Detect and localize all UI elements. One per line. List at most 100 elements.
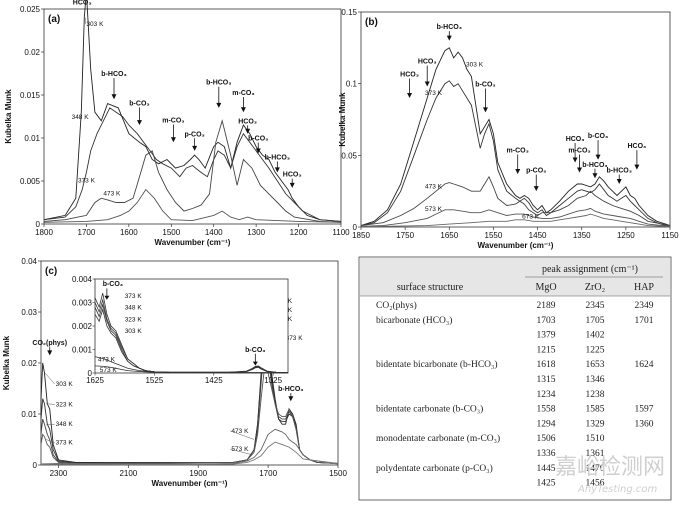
temperature-label: 373 K <box>286 335 304 342</box>
annotation-arrow-head <box>577 167 583 173</box>
table-cell: 1705 <box>586 316 605 326</box>
x-axis-label: Wavenumber (cm⁻¹) <box>155 238 231 247</box>
table-column-header: HAP <box>634 282 654 293</box>
temperature-label: 573 K <box>425 206 443 213</box>
annotation-arrow-head <box>446 35 452 41</box>
temperature-leader <box>230 430 255 440</box>
table-cell: 2345 <box>586 301 605 311</box>
y-tick-label: 0 <box>353 223 358 232</box>
x-tick-label: 1650 <box>440 231 458 240</box>
table-cell: 1558 <box>537 405 556 415</box>
table-frame <box>358 256 672 501</box>
inset-series-573k <box>94 365 288 374</box>
table-cell: 1618 <box>537 360 556 370</box>
watermark-subtext: AnyTesting.com <box>577 484 658 495</box>
annotation-arrow-head <box>136 120 142 126</box>
table-cell: 1336 <box>537 449 556 459</box>
peak-annotation: HCO₃ <box>238 118 257 125</box>
temperature-label: 573 K <box>231 446 249 453</box>
y-tick-label: 0.005 <box>20 177 41 186</box>
series-line-673k <box>360 213 671 228</box>
table-cell: 1506 <box>537 434 556 444</box>
peak-annotation: m-CO₃ <box>162 118 184 125</box>
series-line-473k <box>360 175 671 227</box>
temperature-label: 373 K <box>425 90 443 97</box>
table-cell: 1329 <box>586 419 605 429</box>
annotation-arrow-head <box>533 186 539 192</box>
inset-y-tick-label: 0.001 <box>72 346 93 355</box>
inset-temperature-label: 323 K <box>125 316 143 323</box>
inset-temperature-label: 303 K <box>125 328 143 335</box>
annotation-arrow-head <box>111 94 117 100</box>
series-line-303k <box>360 47 671 227</box>
peak-annotation: b-HCO₃ <box>437 24 462 31</box>
x-tick-label: 1150 <box>661 231 679 240</box>
table-column-header: MgO <box>535 282 556 293</box>
temperature-label: 473 K <box>231 428 249 435</box>
temperature-leader <box>46 439 55 443</box>
table-row-label: bidentate carbonate (b-CO₃) <box>376 404 483 415</box>
x-axis-label: Wavenumber (cm⁻¹) <box>478 241 554 250</box>
x-tick-label: 1300 <box>247 228 265 237</box>
table-cell: 1653 <box>586 360 605 370</box>
annotation-arrow-head <box>192 145 198 151</box>
inset-y-tick-label: 0.003 <box>72 299 93 308</box>
table-cell: 1225 <box>586 345 605 355</box>
inset-x-tick-label: 1425 <box>205 376 223 385</box>
table-cell: 1379 <box>537 331 556 341</box>
inset-temperature-label: 573 K <box>100 367 118 374</box>
annotation-arrow-head <box>592 173 598 179</box>
y-tick-label: 0.15 <box>341 8 357 17</box>
x-axis-label: Wavenumber (cm⁻¹) <box>152 479 228 488</box>
peak-annotation: m-CO₃ <box>232 90 254 97</box>
inset-temperature-label: 348 K <box>125 305 143 312</box>
x-tick-label: 1850 <box>352 231 370 240</box>
annotation-arrow-head <box>288 396 294 402</box>
inset-x-tick-label: 1325 <box>264 376 282 385</box>
y-axis-label: Kubelka Munk <box>2 335 11 390</box>
x-tick-label: 1350 <box>573 231 591 240</box>
x-tick-label: 2300 <box>50 469 68 478</box>
table-cell: 1585 <box>586 405 605 415</box>
series-line-473k <box>43 188 342 223</box>
y-tick-label: 0 <box>36 220 41 229</box>
table-cell: 1703 <box>537 316 556 326</box>
plot-frame <box>43 8 342 225</box>
peak-annotation: b-HCO₃ <box>265 155 290 162</box>
peak-annotation: b-CO₃ <box>129 100 149 107</box>
table-cell: 1624 <box>635 360 654 370</box>
peak-annotation: p-CO₃ <box>526 168 546 175</box>
x-tick-label: 1400 <box>205 228 223 237</box>
plot-frame <box>360 11 671 228</box>
peak-annotation: b-CO₃ <box>475 82 495 89</box>
watermark-text: 嘉峪检测网 <box>555 455 665 480</box>
table-cell: 1456 <box>586 479 605 489</box>
inset-y-tick-label: 0.002 <box>72 322 93 331</box>
table-cell: 1597 <box>635 405 654 415</box>
temperature-leader <box>45 373 55 385</box>
y-tick-label: 0.02 <box>24 48 40 57</box>
peak-annotation: HCO₃ <box>400 72 419 79</box>
annotation-arrow-head <box>424 81 430 87</box>
x-tick-label: 1800 <box>35 228 53 237</box>
y-tick-label: 0.03 <box>21 308 37 317</box>
peak-annotation: m-CO₃ <box>568 147 590 154</box>
table-cell: 1510 <box>586 434 605 444</box>
y-tick-label: 0.025 <box>20 5 41 14</box>
peak-annotation: HCO₃ <box>418 59 437 66</box>
series-line-573k <box>40 441 339 465</box>
peak-annotation: b-HCO₃ <box>101 71 126 78</box>
y-tick-label: 0.02 <box>21 359 37 368</box>
x-tick-label: 1200 <box>290 228 308 237</box>
y-tick-label: 0.01 <box>24 134 40 143</box>
panel-label: (b) <box>365 17 378 28</box>
peak-annotation: CO₂(phys) <box>32 340 67 347</box>
peak-annotation: HCO₃ <box>566 136 585 143</box>
annotation-arrow-head <box>274 167 280 173</box>
peak-annotation: HCO₃ <box>283 172 302 179</box>
table-column-header: ZrO₂ <box>585 282 605 293</box>
inset-y-tick-label: 0 <box>88 369 93 378</box>
panel-label: (c) <box>45 266 57 277</box>
series-line-373k <box>360 80 671 227</box>
